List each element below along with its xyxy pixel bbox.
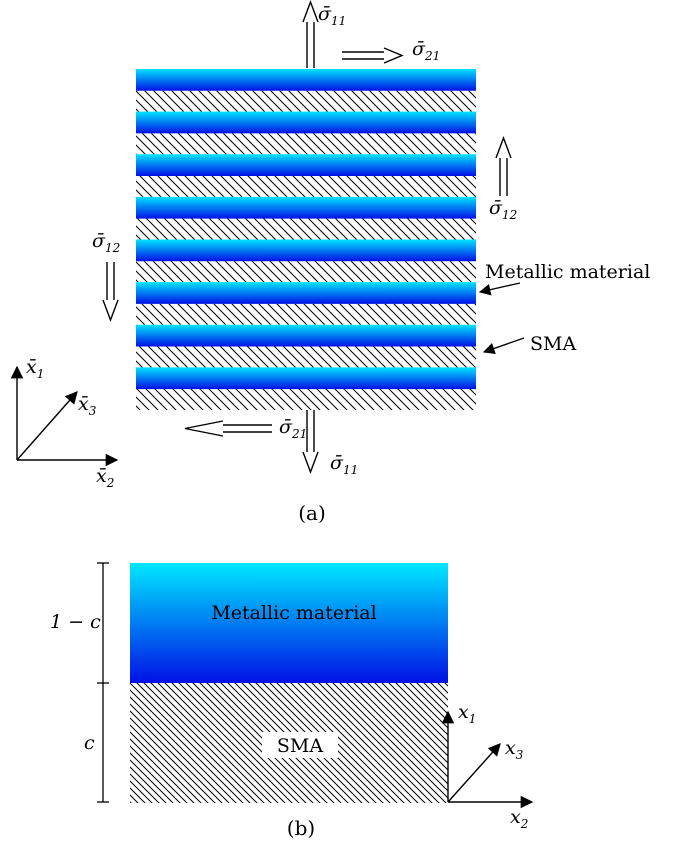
sigma11-bottom-arrow — [302, 410, 319, 474]
sma-layer — [136, 389, 476, 410]
sma-block-label: SMA — [277, 735, 323, 757]
metallic-layer — [136, 367, 476, 390]
sigma12-left-label: σ̄12 — [92, 230, 120, 255]
metallic-layer — [136, 111, 476, 134]
dim-one-minus-c-label: 1 − c — [50, 611, 101, 633]
local-x2-label: x2 — [510, 806, 528, 831]
dim-c-label: c — [84, 732, 95, 754]
sigma11-bottom-label: σ̄11 — [330, 452, 358, 477]
x3-axis-arrow — [16, 391, 78, 461]
sigma21-bottom-label: σ̄21 — [279, 416, 307, 441]
metallic-layer — [136, 154, 476, 176]
x3-axis-label: x̄3 — [78, 393, 97, 418]
metallic-block — [130, 563, 448, 683]
x2-axis-label: x̄2 — [96, 465, 114, 490]
sigma12-right-label: σ̄12 — [489, 197, 517, 222]
sigma11-top-label: σ̄11 — [318, 3, 346, 28]
sigma11-top-arrow — [302, 0, 319, 68]
thickness-dimension — [97, 562, 109, 803]
sma-callout-label: SMA — [530, 333, 576, 355]
metallic-material-callout-label: Metallic material — [485, 261, 650, 283]
laminate-stack — [136, 69, 476, 410]
x1-axis-label: x̄1 — [26, 356, 44, 381]
sma-layer — [136, 261, 476, 283]
caption-b: (b) — [287, 816, 315, 840]
sigma12-right-arrow — [495, 136, 512, 196]
sma-layer — [136, 218, 476, 240]
metallic-layer — [136, 69, 476, 91]
local-axes — [441, 710, 534, 809]
metallic-layer — [136, 324, 476, 347]
sma-pointer — [482, 337, 525, 355]
sma-layer — [136, 346, 476, 368]
sma-layer — [136, 175, 476, 197]
caption-a: (a) — [298, 501, 326, 525]
global-axes — [10, 365, 119, 467]
local-x3-label: x3 — [505, 737, 524, 762]
metallic-layer — [136, 239, 476, 262]
sigma12-left-arrow — [102, 262, 119, 322]
metallic-layer — [136, 196, 476, 219]
sigma21-top-label: σ̄21 — [412, 38, 440, 63]
sma-layer — [136, 133, 476, 155]
sigma21-top-arrow — [342, 47, 404, 64]
panel-b: Metallic material SMA 1 − c c x1 x3 x2 (… — [50, 562, 534, 840]
panel-a: σ̄11 σ̄21 σ̄12 σ̄12 — [10, 0, 650, 525]
metallic-material-pointer — [478, 282, 521, 296]
local-x1-label: x1 — [458, 701, 476, 726]
metallic-block-label: Metallic material — [211, 602, 376, 624]
local-x3-axis-arrow — [447, 743, 501, 803]
sma-layer — [136, 303, 476, 325]
sigma21-bottom-arrow — [184, 420, 272, 437]
sma-label-backing — [262, 732, 338, 758]
sma-layer — [136, 90, 476, 112]
metallic-layer — [136, 282, 476, 304]
